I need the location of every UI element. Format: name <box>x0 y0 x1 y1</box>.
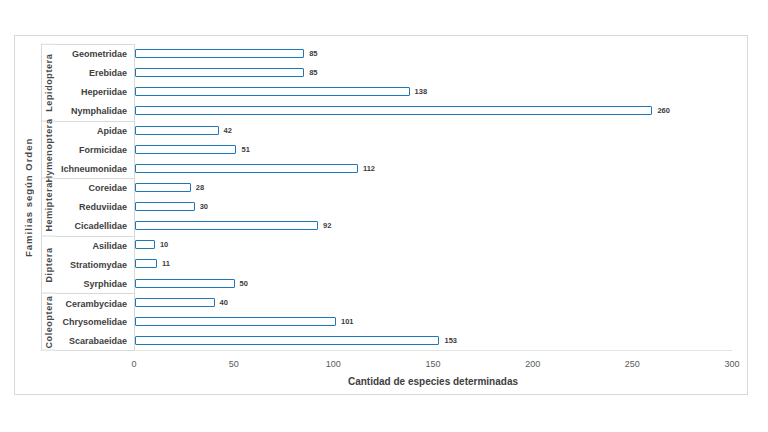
chart-frame: Familias según Orden 85 85 138 260 42 51 112 28… <box>14 35 748 395</box>
bar-asilidae <box>135 240 155 249</box>
bar-reduviidae <box>135 202 195 211</box>
bar-row: 11 <box>135 254 732 273</box>
bar-coreidae <box>135 183 191 192</box>
bar-row: 153 <box>135 331 732 350</box>
order-group-label-coleoptera: Coleoptera <box>41 293 55 351</box>
family-label: Reduviidae <box>55 198 134 217</box>
bar-scarabaeidae <box>135 336 439 345</box>
bar-plot: 85 85 138 260 42 51 112 28 30 92 10 11 50 40 101 153 <box>134 44 732 351</box>
order-group-label-lepidoptera: Lepidoptera <box>41 44 55 121</box>
bar-ichneumonidae <box>135 164 358 173</box>
bar-row: 92 <box>135 216 732 235</box>
bar-chrysomelidae <box>135 317 336 326</box>
bar-row: 28 <box>135 178 732 197</box>
bar-row: 101 <box>135 312 732 331</box>
bar-value-label: 85 <box>309 49 317 58</box>
family-label: Erebidae <box>55 63 134 82</box>
bar-value-label: 92 <box>323 221 331 230</box>
bar-value-label: 42 <box>224 126 232 135</box>
bar-erebidae <box>135 68 304 77</box>
family-label: Cerambycidae <box>55 293 134 312</box>
family-label: Scarabaeidae <box>55 332 134 351</box>
bar-value-label: 85 <box>309 68 317 77</box>
bar-value-label: 260 <box>657 106 670 115</box>
chart-plot-area: Familias según Orden 85 85 138 260 42 51 112 28… <box>15 44 732 351</box>
bar-apidae <box>135 126 219 135</box>
family-label: Stratiomydae <box>55 255 134 274</box>
bar-row: 10 <box>135 235 732 254</box>
bar-row: 85 <box>135 44 732 63</box>
bar-value-label: 10 <box>160 240 168 249</box>
bar-value-label: 11 <box>162 259 170 268</box>
bar-row: 42 <box>135 121 732 140</box>
bar-value-label: 138 <box>415 87 428 96</box>
bar-value-label: 112 <box>363 164 375 173</box>
bar-row: 112 <box>135 159 732 178</box>
family-label: Apidae <box>55 121 134 140</box>
order-group-label-hemiptera: Hemiptera <box>41 178 55 236</box>
family-label: Cicadellidae <box>55 217 134 236</box>
bar-row: 30 <box>135 197 732 216</box>
bar-geometridae <box>135 49 304 58</box>
bar-cicadellidae <box>135 221 318 230</box>
bar-value-label: 40 <box>220 298 228 307</box>
order-group-label-hymenoptera: Hymenoptera <box>41 121 55 179</box>
bar-value-label: 153 <box>444 336 457 345</box>
bar-value-label: 51 <box>241 145 249 154</box>
bar-row: 51 <box>135 140 732 159</box>
bar-row: 50 <box>135 274 732 293</box>
family-label: Formicidae <box>55 140 134 159</box>
family-label: Geometridae <box>55 44 134 63</box>
bar-row: 85 <box>135 63 732 82</box>
x-tick-label-300: 300 <box>724 359 739 369</box>
bar-value-label: 50 <box>240 279 248 288</box>
x-axis-ticks: 050100150200250300 <box>134 359 732 371</box>
bar-stratiomydae <box>135 259 157 268</box>
family-label: Syrphidae <box>55 274 134 293</box>
bar-row: 40 <box>135 293 732 312</box>
bar-value-label: 28 <box>196 183 204 192</box>
bar-value-label: 101 <box>341 317 354 326</box>
y-axis-title: Familias según Orden <box>15 44 41 351</box>
family-label: Chrysomelidae <box>55 313 134 332</box>
bar-row: 260 <box>135 101 732 120</box>
bar-syrphidae <box>135 279 235 288</box>
x-tick-label-150: 150 <box>425 359 440 369</box>
family-label: Heperiidae <box>55 82 134 101</box>
family-label: Asilidae <box>55 236 134 255</box>
family-label: Ichneumonidae <box>55 159 134 178</box>
bar-nymphalidae <box>135 106 652 115</box>
family-label: Coreidae <box>55 178 134 197</box>
family-label: Nymphalidae <box>55 102 134 121</box>
bar-formicidae <box>135 145 236 154</box>
x-axis-title: Cantidad de especies determinadas <box>134 376 732 389</box>
bar-row: 138 <box>135 82 732 101</box>
bar-cerambycidae <box>135 298 215 307</box>
bar-value-label: 30 <box>200 202 208 211</box>
order-group-label-diptera: Diptera <box>41 236 55 294</box>
x-tick-label-50: 50 <box>229 359 239 369</box>
x-tick-label-250: 250 <box>625 359 640 369</box>
x-tick-label-200: 200 <box>525 359 540 369</box>
x-tick-label-100: 100 <box>326 359 341 369</box>
x-tick-label-0: 0 <box>131 359 136 369</box>
bar-heperiidae <box>135 87 410 96</box>
